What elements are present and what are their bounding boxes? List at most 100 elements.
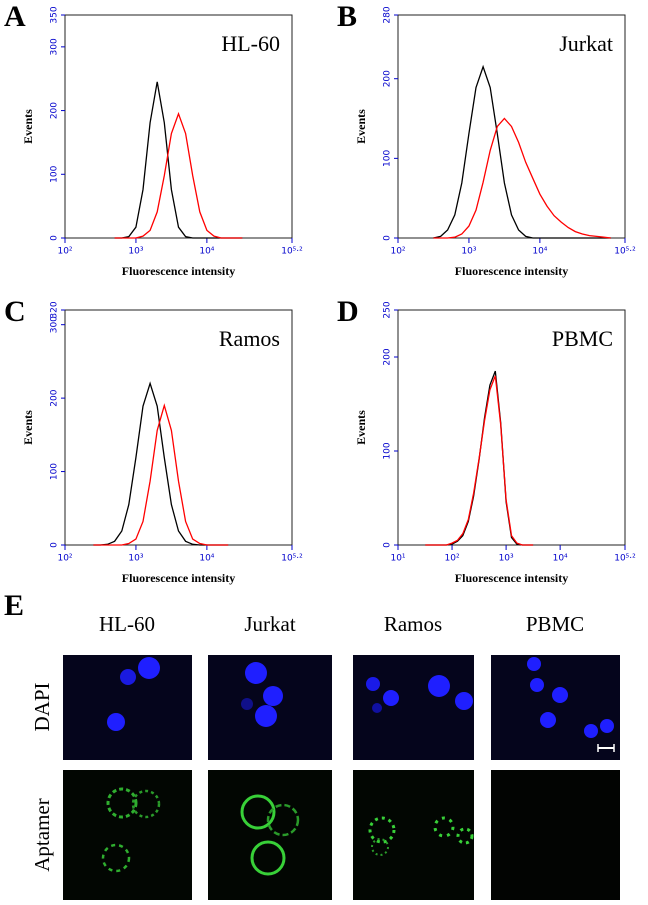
histogram-line bbox=[433, 117, 611, 239]
cell bbox=[250, 840, 286, 876]
cell bbox=[456, 827, 474, 845]
x-tick-label: 10² bbox=[445, 554, 460, 564]
y-tick-label: 200 bbox=[383, 348, 393, 365]
nucleus bbox=[383, 690, 399, 706]
y-tick-label: 250 bbox=[383, 301, 393, 318]
panel-title: Ramos bbox=[219, 326, 280, 351]
x-tick-label: 10¹ bbox=[390, 554, 405, 564]
nucleus bbox=[540, 712, 556, 728]
y-tick-label: 200 bbox=[50, 389, 60, 406]
nucleus bbox=[527, 657, 541, 671]
x-tick-label: 10² bbox=[57, 247, 72, 257]
nucleus bbox=[584, 724, 598, 738]
x-axis-label: Fluorescence intensity bbox=[455, 264, 568, 278]
cell bbox=[371, 838, 389, 856]
histogram-line bbox=[433, 64, 611, 239]
x-axis-label: Fluorescence intensity bbox=[455, 571, 568, 585]
y-axis-label: Events bbox=[21, 410, 35, 445]
y-tick-label: 300 bbox=[50, 38, 60, 55]
y-axis-label: Events bbox=[354, 410, 368, 445]
image bbox=[353, 770, 474, 900]
nucleus bbox=[120, 669, 136, 685]
nucleus bbox=[107, 713, 125, 731]
dapi-images bbox=[63, 655, 620, 760]
column-header: Ramos bbox=[384, 612, 442, 636]
x-tick-label: 10³ bbox=[128, 247, 143, 257]
x-axis-label: Fluorescence intensity bbox=[122, 571, 235, 585]
y-tick-label: 100 bbox=[50, 165, 60, 182]
cell bbox=[131, 789, 161, 819]
nucleus bbox=[255, 705, 277, 727]
x-tick-label: 10² bbox=[390, 247, 405, 257]
image bbox=[353, 655, 474, 760]
panel-title: PBMC bbox=[552, 326, 613, 351]
x-tick-label: 10² bbox=[57, 554, 72, 564]
histogram-line bbox=[114, 111, 243, 239]
nucleus bbox=[263, 686, 283, 706]
cell bbox=[101, 843, 131, 873]
panel-letter: C bbox=[4, 295, 26, 328]
nucleus bbox=[600, 719, 614, 733]
panel-letter: D bbox=[337, 295, 359, 328]
y-axis-label: Events bbox=[354, 109, 368, 144]
y-tick-label: 0 bbox=[383, 542, 393, 548]
x-tick-label: 10⁴ bbox=[199, 247, 214, 257]
panel-title: HL-60 bbox=[221, 31, 280, 56]
y-tick-label: 0 bbox=[50, 235, 60, 241]
cell bbox=[106, 787, 138, 819]
plot-frame bbox=[64, 14, 293, 239]
image bbox=[208, 770, 332, 900]
histogram-line bbox=[425, 375, 534, 546]
x-tick-label: 10³ bbox=[499, 554, 514, 564]
image bbox=[491, 770, 620, 900]
x-tick-label: 10⁴ bbox=[199, 554, 214, 564]
y-tick-label: 300 bbox=[50, 316, 60, 333]
y-tick-label: 100 bbox=[50, 463, 60, 480]
x-axis-label: Fluorescence intensity bbox=[122, 264, 235, 278]
x-tick-label: 10⁵·² bbox=[281, 247, 303, 257]
column-header: PBMC bbox=[526, 612, 584, 636]
x-tick-label: 10⁵·² bbox=[614, 554, 636, 564]
y-tick-label: 320 bbox=[50, 301, 60, 318]
plot-frame bbox=[64, 309, 293, 546]
aptamer-images bbox=[63, 770, 620, 900]
nucleus bbox=[241, 698, 253, 710]
nucleus bbox=[366, 677, 380, 691]
plot-frame bbox=[397, 309, 626, 546]
nucleus bbox=[428, 675, 450, 697]
panel-letter: A bbox=[4, 0, 26, 33]
x-tick-label: 10⁴ bbox=[532, 247, 547, 257]
image bbox=[491, 655, 620, 760]
nucleus bbox=[530, 678, 544, 692]
x-tick-label: 10⁵·² bbox=[281, 554, 303, 564]
y-tick-label: 350 bbox=[50, 6, 60, 23]
nucleus bbox=[138, 657, 160, 679]
plot-frame bbox=[397, 14, 626, 239]
cell bbox=[266, 803, 300, 837]
y-tick-label: 280 bbox=[383, 6, 393, 23]
histogram-line bbox=[93, 381, 229, 546]
x-tick-label: 10³ bbox=[128, 554, 143, 564]
row-header: DAPI bbox=[30, 682, 54, 731]
cell bbox=[368, 816, 396, 844]
y-tick-label: 100 bbox=[383, 149, 393, 166]
histogram-line bbox=[114, 81, 243, 239]
cell bbox=[240, 794, 276, 830]
column-header: Jurkat bbox=[244, 612, 295, 636]
x-tick-label: 10³ bbox=[461, 247, 476, 257]
nucleus bbox=[455, 692, 473, 710]
x-tick-label: 10⁴ bbox=[553, 554, 568, 564]
nucleus bbox=[245, 662, 267, 684]
row-header: Aptamer bbox=[30, 798, 54, 871]
y-tick-label: 200 bbox=[383, 70, 393, 87]
nucleus bbox=[552, 687, 568, 703]
panel-letter: E bbox=[4, 589, 24, 622]
x-tick-label: 10⁵·² bbox=[614, 247, 636, 257]
histogram-line bbox=[93, 403, 229, 546]
column-header: HL-60 bbox=[99, 612, 155, 636]
y-tick-label: 0 bbox=[383, 235, 393, 241]
y-tick-label: 100 bbox=[383, 442, 393, 459]
panel-title: Jurkat bbox=[559, 31, 613, 56]
panel-letter: B bbox=[337, 0, 357, 33]
